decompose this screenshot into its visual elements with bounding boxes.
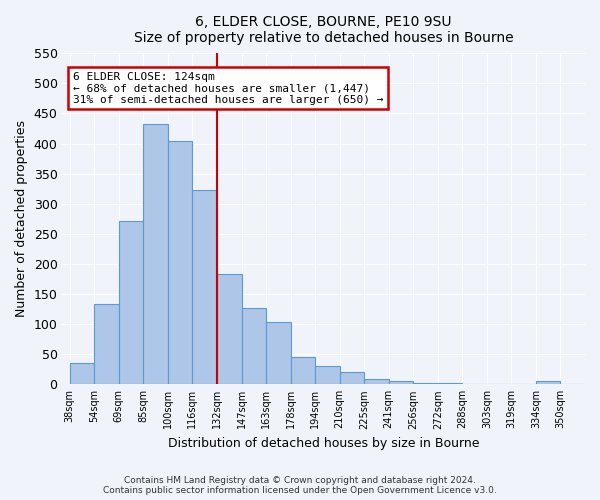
Bar bbox=[193, 190, 217, 384]
Bar bbox=[242, 308, 266, 384]
Bar bbox=[536, 382, 560, 384]
Bar bbox=[364, 380, 389, 384]
Bar bbox=[315, 366, 340, 384]
X-axis label: Distribution of detached houses by size in Bourne: Distribution of detached houses by size … bbox=[168, 437, 479, 450]
Text: Contains HM Land Registry data © Crown copyright and database right 2024.
Contai: Contains HM Land Registry data © Crown c… bbox=[103, 476, 497, 495]
Y-axis label: Number of detached properties: Number of detached properties bbox=[15, 120, 28, 318]
Bar bbox=[119, 220, 143, 384]
Title: 6, ELDER CLOSE, BOURNE, PE10 9SU
Size of property relative to detached houses in: 6, ELDER CLOSE, BOURNE, PE10 9SU Size of… bbox=[134, 15, 514, 45]
Bar bbox=[143, 124, 168, 384]
Bar bbox=[438, 383, 463, 384]
Bar bbox=[389, 380, 413, 384]
Bar bbox=[266, 322, 290, 384]
Text: 6 ELDER CLOSE: 124sqm
← 68% of detached houses are smaller (1,447)
31% of semi-d: 6 ELDER CLOSE: 124sqm ← 68% of detached … bbox=[73, 72, 383, 104]
Bar bbox=[340, 372, 364, 384]
Bar bbox=[70, 363, 94, 384]
Bar bbox=[217, 274, 242, 384]
Bar bbox=[94, 304, 119, 384]
Bar bbox=[413, 383, 438, 384]
Bar bbox=[168, 140, 193, 384]
Bar bbox=[290, 357, 315, 384]
